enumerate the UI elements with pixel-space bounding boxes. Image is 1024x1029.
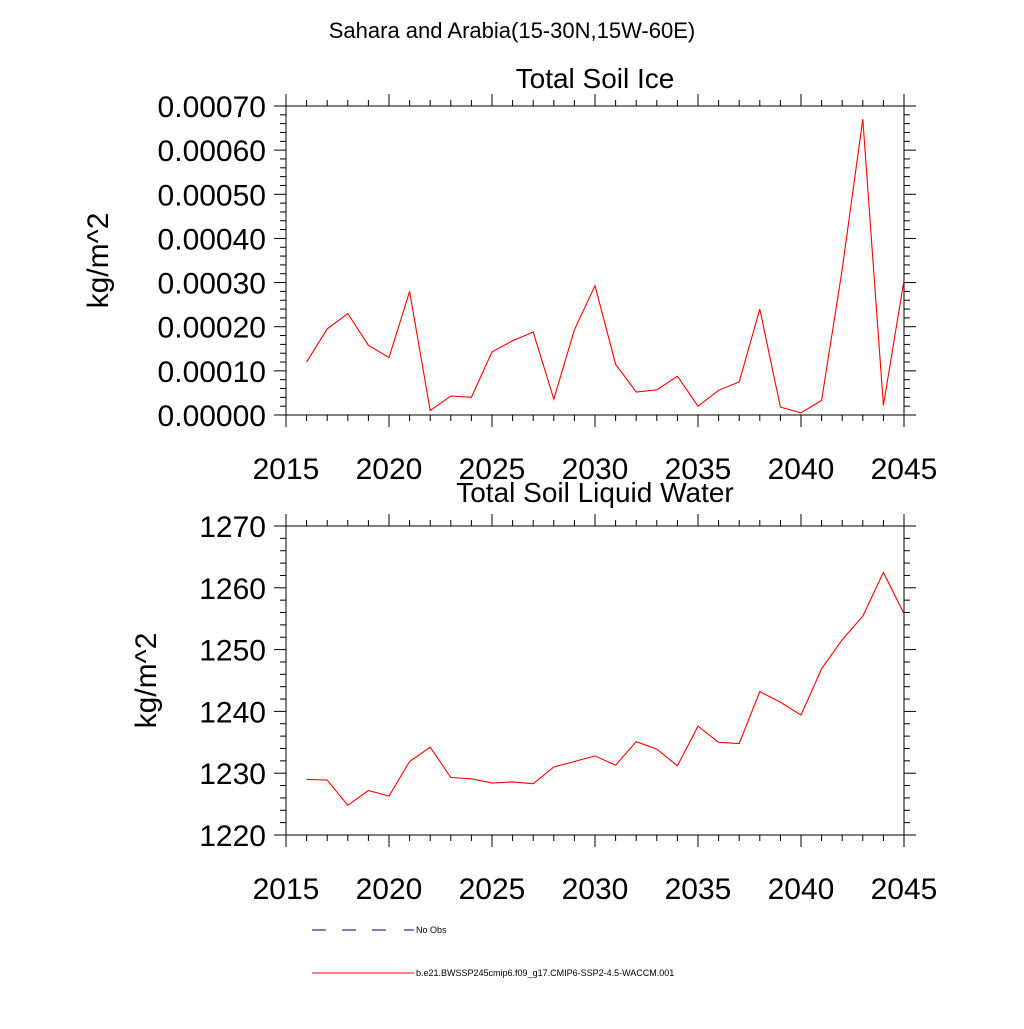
panel1-xtick-label: 2045 xyxy=(871,453,938,486)
panel2-title: Total Soil Liquid Water xyxy=(456,477,734,508)
panel2-xtick-label: 2020 xyxy=(356,873,423,906)
panel2-ytick-label: 1260 xyxy=(199,573,266,606)
panel1-series-line xyxy=(306,119,905,414)
panel1-ytick-label: 0.00060 xyxy=(158,135,266,168)
panel1-ytick-label: 0.00010 xyxy=(158,356,266,389)
panel2-xtick-label: 2035 xyxy=(665,873,732,906)
panel2-xtick-label: 2015 xyxy=(253,873,320,906)
panel2-ylabel: kg/m^2 xyxy=(130,633,163,729)
panel1-xtick-label: 2020 xyxy=(356,453,423,486)
panel1-ytick-label: 0.00050 xyxy=(158,179,266,212)
panel1-xtick-label: 2025 xyxy=(459,453,526,486)
panel2-xtick-label: 2030 xyxy=(562,873,629,906)
panel1-ytick-label: 0.00070 xyxy=(158,91,266,124)
panel2-xtick-label: 2025 xyxy=(459,873,526,906)
panel1-ytick-label: 0.00020 xyxy=(158,312,266,345)
panel1-frame xyxy=(285,105,905,416)
panel2-ytick-label: 1240 xyxy=(199,696,266,729)
panel1-ytick-label: 0.00040 xyxy=(158,223,266,256)
panel1-ylabel: kg/m^2 xyxy=(82,213,115,309)
panel2-xtick-label: 2040 xyxy=(768,873,835,906)
panel1-xtick-label: 2030 xyxy=(562,453,629,486)
panel2-ytick-label: 1270 xyxy=(199,511,266,544)
panel1-title: Total Soil Ice xyxy=(516,63,675,94)
panel1-ytick-label: 0.00030 xyxy=(158,268,266,301)
panel2-ytick-label: 1230 xyxy=(199,758,266,791)
panel2-ytick-label: 1220 xyxy=(199,820,266,853)
legend-no-obs-label: No Obs xyxy=(416,925,447,935)
panel1-ytick-label: 0.00000 xyxy=(158,400,266,433)
figure-title: Sahara and Arabia(15-30N,15W-60E) xyxy=(328,18,696,43)
panel2-ytick-label: 1250 xyxy=(199,635,266,668)
legend-series-label: b.e21.BWSSP245cmip6.f09_g17.CMIP6-SSP2-4… xyxy=(416,968,674,978)
panel2-series-line xyxy=(306,571,905,807)
panel1-xtick-label: 2040 xyxy=(768,453,835,486)
panel1-xtick-label: 2015 xyxy=(253,453,320,486)
panel2-xtick-label: 2045 xyxy=(871,873,938,906)
panel1-xtick-label: 2035 xyxy=(665,453,732,486)
panel2-frame xyxy=(285,525,905,836)
